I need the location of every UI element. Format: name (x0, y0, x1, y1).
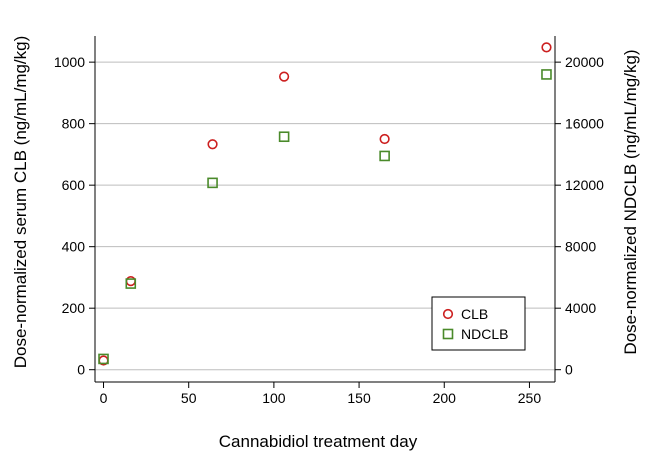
data-point-ndclb (125, 278, 137, 289)
x-tick-label: 150 (347, 390, 371, 406)
data-point-clb (541, 42, 552, 53)
legend: CLB NDCLB (431, 296, 526, 351)
data-point-clb (125, 276, 136, 287)
legend-circle-marker (442, 308, 454, 320)
y2-axis-title: Dose-normalized NDCLB (ng/mL/mg/kg) (621, 49, 640, 354)
x-tick-label: 250 (518, 390, 542, 406)
y2-tick-label: 0 (565, 362, 573, 378)
data-point-clb (207, 139, 218, 150)
y2-tick-label: 8000 (565, 239, 596, 255)
x-tick-label: 50 (181, 390, 197, 406)
x-tick-label: 100 (262, 390, 286, 406)
y-axis-title: Dose-normalized serum CLB (ng/mL/mg/kg) (11, 36, 30, 369)
x-tick-label: 0 (100, 390, 108, 406)
data-points (98, 42, 552, 366)
axes (94, 36, 556, 383)
y2-tick-label: 12000 (565, 177, 604, 193)
x-axis-title: Cannabidiol treatment day (219, 432, 418, 451)
y2-tick-label: 16000 (565, 116, 604, 132)
x-tick-label: 200 (433, 390, 457, 406)
data-point-ndclb (98, 353, 109, 365)
y-tick-label: 800 (62, 116, 86, 132)
y2-tick-label: 20000 (565, 54, 604, 70)
legend-square-marker (442, 328, 454, 340)
data-point-clb (279, 71, 290, 82)
y-tick-label: 200 (62, 300, 86, 316)
y-tick-label: 400 (62, 239, 86, 255)
data-point-ndclb (379, 150, 390, 162)
y2-tick-label: 4000 (565, 300, 596, 316)
ticks: 0 50 100 150 200 250 0 200 400 600 800 1000 0 4000 800… (54, 54, 604, 406)
legend-label-clb: CLB (461, 306, 488, 322)
data-point-ndclb (278, 131, 290, 143)
y-tick-label: 0 (77, 362, 85, 378)
data-point-ndclb (541, 69, 552, 80)
y-tick-label: 1000 (54, 54, 85, 70)
grid-lines (95, 61, 555, 371)
legend-box (431, 296, 526, 351)
y-tick-label: 600 (62, 177, 86, 193)
legend-label-ndclb: NDCLB (461, 326, 508, 342)
data-point-clb (379, 133, 390, 145)
data-point-ndclb (207, 177, 218, 189)
